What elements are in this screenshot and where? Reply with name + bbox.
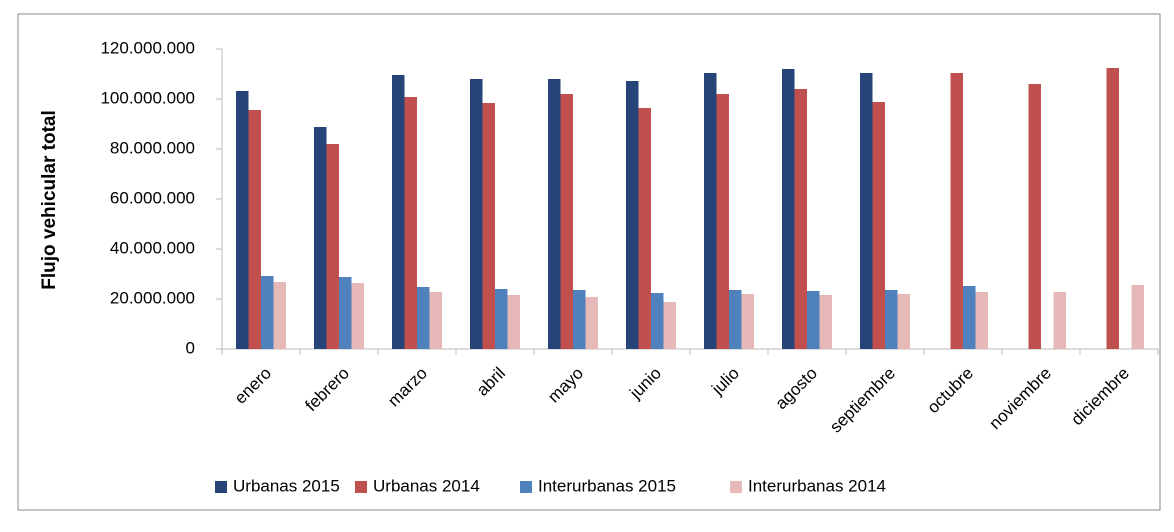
legend-swatch — [215, 481, 227, 493]
legend-swatch — [520, 481, 532, 493]
bar — [351, 283, 364, 349]
bar — [273, 282, 286, 349]
bar — [326, 144, 339, 349]
bar — [819, 295, 832, 349]
bar — [626, 81, 639, 349]
x-tick-label: agosto — [771, 364, 821, 414]
bar — [1131, 285, 1144, 349]
legend-swatch — [730, 481, 742, 493]
bar — [704, 73, 717, 349]
bar — [560, 94, 573, 349]
y-tick-label: 60.000.000 — [110, 188, 195, 207]
bar — [495, 289, 508, 349]
bar — [1106, 68, 1119, 349]
legend-label: Interurbanas 2014 — [748, 476, 886, 495]
x-tick-label: enero — [231, 364, 275, 408]
bar — [1028, 84, 1041, 349]
bar — [573, 290, 586, 349]
legend-label: Interurbanas 2015 — [538, 476, 676, 495]
bar — [248, 110, 261, 349]
bar — [585, 297, 598, 349]
chart-border — [17, 13, 1161, 511]
x-tick-label: septiembre — [826, 364, 899, 437]
bar — [261, 276, 274, 349]
y-tick-label: 80.000.000 — [110, 138, 195, 157]
y-axis-label: Flujo vehicular total — [39, 110, 60, 289]
y-tick-label: 40.000.000 — [110, 238, 195, 257]
bar — [860, 73, 873, 349]
bar — [741, 294, 754, 349]
bar — [507, 295, 520, 349]
bar — [663, 302, 676, 349]
bar — [716, 94, 729, 349]
bar — [729, 290, 742, 349]
legend-label: Urbanas 2014 — [373, 476, 480, 495]
bar — [429, 292, 442, 349]
bar — [470, 79, 483, 349]
bar — [651, 293, 664, 349]
bar — [1053, 292, 1066, 349]
bar — [638, 108, 651, 349]
x-tick-label: diciembre — [1067, 364, 1133, 430]
x-tick-label: junio — [625, 364, 665, 404]
bar — [794, 89, 807, 349]
bar — [392, 75, 405, 349]
bar — [950, 73, 963, 349]
bar — [975, 292, 988, 349]
bar — [314, 127, 327, 349]
y-tick-label: 0 — [186, 338, 195, 357]
bar — [807, 291, 820, 349]
bar — [872, 102, 885, 349]
y-tick-label: 120.000.000 — [100, 38, 195, 57]
legend-label: Urbanas 2015 — [233, 476, 340, 495]
bar — [782, 69, 795, 349]
bar — [417, 287, 430, 349]
bar — [885, 290, 898, 349]
x-tick-label: noviembre — [985, 364, 1055, 434]
bar — [404, 97, 417, 349]
x-tick-label: mayo — [544, 364, 587, 407]
bar — [548, 79, 561, 349]
x-tick-label: octubre — [923, 364, 977, 418]
x-tick-label: febrero — [301, 364, 353, 416]
bar — [897, 294, 910, 349]
bar — [482, 103, 495, 349]
y-tick-label: 100.000.000 — [100, 88, 195, 107]
y-tick-label: 20.000.000 — [110, 288, 195, 307]
bar — [339, 277, 352, 349]
legend-swatch — [355, 481, 367, 493]
x-tick-label: abril — [473, 364, 509, 400]
bar — [236, 91, 249, 349]
x-tick-label: marzo — [384, 364, 431, 411]
x-tick-label: julio — [707, 364, 743, 400]
bar — [963, 286, 976, 349]
